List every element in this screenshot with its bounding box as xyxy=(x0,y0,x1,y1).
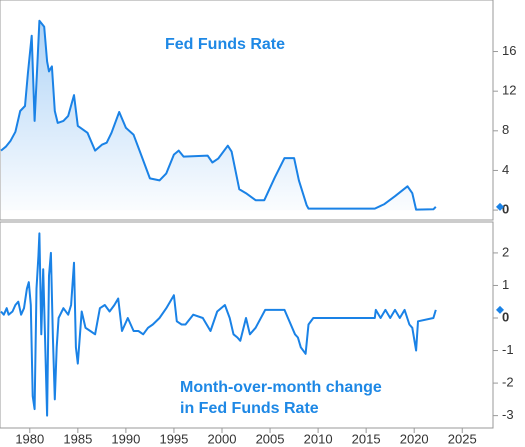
bottom-frame xyxy=(0,221,494,429)
x-tick-label: 1985 xyxy=(63,431,92,446)
y-tick-label: 16 xyxy=(502,43,516,58)
y-tick-label: -1 xyxy=(502,342,514,357)
x-tick-label: 2010 xyxy=(304,431,333,446)
y-tick-label: 0 xyxy=(502,202,509,217)
line xyxy=(0,19,437,211)
area xyxy=(0,20,436,211)
x-tick-label: 2020 xyxy=(400,431,429,446)
x-tick-label: 2000 xyxy=(208,431,237,446)
x-tick-label: 1995 xyxy=(159,431,188,446)
line xyxy=(0,232,437,417)
y-tick-label: 0 xyxy=(502,309,509,324)
x-tick-label: 1980 xyxy=(15,431,44,446)
y-tick-label: -2 xyxy=(502,375,514,390)
x-tick-label: 2005 xyxy=(256,431,285,446)
y-tick-label: 4 xyxy=(502,162,509,177)
chart-title: Month-over-month change xyxy=(180,379,382,396)
x-tick-label: 2025 xyxy=(448,431,477,446)
x-tick-label: 1990 xyxy=(111,431,140,446)
chart-title: Fed Funds Rate xyxy=(165,36,285,53)
y-tick-label: 2 xyxy=(502,244,509,259)
x-tick-label: 2015 xyxy=(352,431,381,446)
top-frame xyxy=(0,0,494,221)
y-tick-label: 8 xyxy=(502,122,509,137)
last-value-marker xyxy=(496,305,504,314)
y-tick-label: 1 xyxy=(502,277,509,292)
chart-title: in Fed Funds Rate xyxy=(180,400,319,417)
y-tick-label: -3 xyxy=(502,407,514,422)
y-tick-label: 12 xyxy=(502,83,516,98)
last-value-marker xyxy=(496,202,504,211)
